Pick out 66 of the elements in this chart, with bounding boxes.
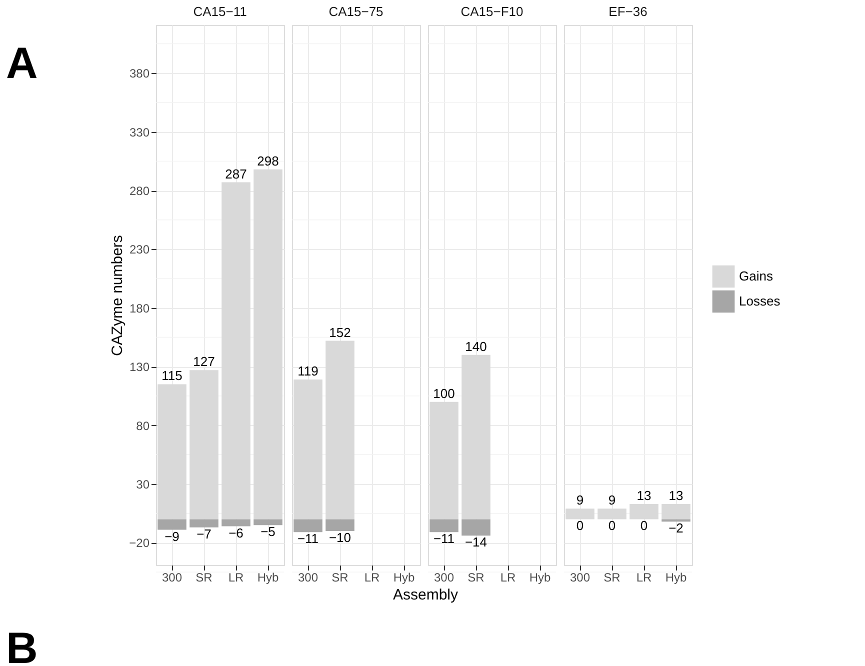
data-label: −11 bbox=[297, 531, 319, 546]
bar bbox=[158, 519, 186, 530]
chart-title: EF−36 bbox=[608, 4, 648, 19]
y-tick-label: 330 bbox=[129, 125, 150, 140]
data-label: −14 bbox=[464, 534, 488, 550]
chart-title: CA15−F10 bbox=[460, 4, 524, 19]
data-label: 9 bbox=[608, 492, 616, 508]
x-tick-label: 300 bbox=[570, 570, 590, 584]
data-label: 152 bbox=[329, 324, 351, 340]
data-label: −10 bbox=[328, 530, 352, 545]
data-label: 9 bbox=[576, 492, 584, 508]
data-label: 0 bbox=[608, 518, 616, 534]
chart-title: CA15−75 bbox=[328, 4, 384, 19]
bar bbox=[254, 169, 282, 520]
chart-title: CA15−11 bbox=[193, 4, 247, 19]
x-tick-label: SR bbox=[468, 570, 485, 584]
y-tick-label: 130 bbox=[129, 360, 150, 374]
data-label: 0 bbox=[576, 518, 584, 534]
bar bbox=[222, 182, 250, 520]
data-label: 140 bbox=[465, 338, 487, 354]
text: A bbox=[6, 39, 38, 88]
data-label: 298 bbox=[257, 153, 279, 168]
x-tick-label: LR bbox=[364, 570, 380, 584]
y-tick-label: 180 bbox=[129, 301, 150, 316]
y-tick-label: 230 bbox=[129, 242, 150, 257]
data-label: 100 bbox=[433, 386, 455, 401]
data-label: −9 bbox=[164, 528, 180, 544]
x-tick-label: 300 bbox=[434, 570, 454, 584]
x-tick-label: Hyb bbox=[257, 570, 279, 584]
x-tick-label: SR bbox=[196, 570, 213, 584]
x-tick-label: SR bbox=[604, 570, 621, 584]
y-tick-label: 30 bbox=[136, 478, 150, 492]
x-tick-label: SR bbox=[332, 570, 349, 584]
data-label: 115 bbox=[162, 368, 182, 384]
data-label: −2 bbox=[668, 520, 684, 536]
x-tick-label: Hyb bbox=[529, 570, 551, 584]
x-tick-label: Hyb bbox=[393, 570, 415, 584]
x-tick-label: 300 bbox=[162, 570, 182, 584]
x-tick-label: LR bbox=[636, 570, 652, 584]
bar bbox=[222, 519, 250, 526]
bar bbox=[190, 370, 218, 520]
data-label: 287 bbox=[225, 166, 247, 182]
data-label: 127 bbox=[193, 354, 215, 370]
bar bbox=[254, 519, 282, 526]
data-label: 119 bbox=[298, 364, 318, 379]
data-label: −11 bbox=[433, 531, 455, 546]
text: B bbox=[6, 624, 38, 666]
y-tick-label: −20 bbox=[129, 536, 150, 550]
legend-label: Losses bbox=[739, 294, 781, 308]
x-axis-title: Assembly bbox=[392, 586, 458, 604]
data-label: 0 bbox=[640, 518, 648, 534]
data-label: 13 bbox=[668, 488, 684, 503]
x-tick-label: LR bbox=[500, 570, 516, 584]
data-label: −6 bbox=[228, 525, 244, 540]
data-label: 13 bbox=[636, 488, 652, 503]
y-tick-label: 80 bbox=[136, 418, 150, 433]
x-tick-label: Hyb bbox=[665, 570, 687, 584]
x-tick-label: LR bbox=[228, 570, 244, 584]
y-axis-title: CAZyme numbers bbox=[109, 235, 126, 356]
y-tick-label: 280 bbox=[129, 184, 150, 198]
legend-label: Gains bbox=[739, 268, 774, 284]
data-label: −7 bbox=[196, 526, 212, 542]
data-label: −5 bbox=[260, 524, 276, 540]
x-tick-label: 300 bbox=[298, 570, 318, 584]
bar bbox=[190, 519, 218, 528]
y-tick-label: 380 bbox=[129, 66, 150, 81]
